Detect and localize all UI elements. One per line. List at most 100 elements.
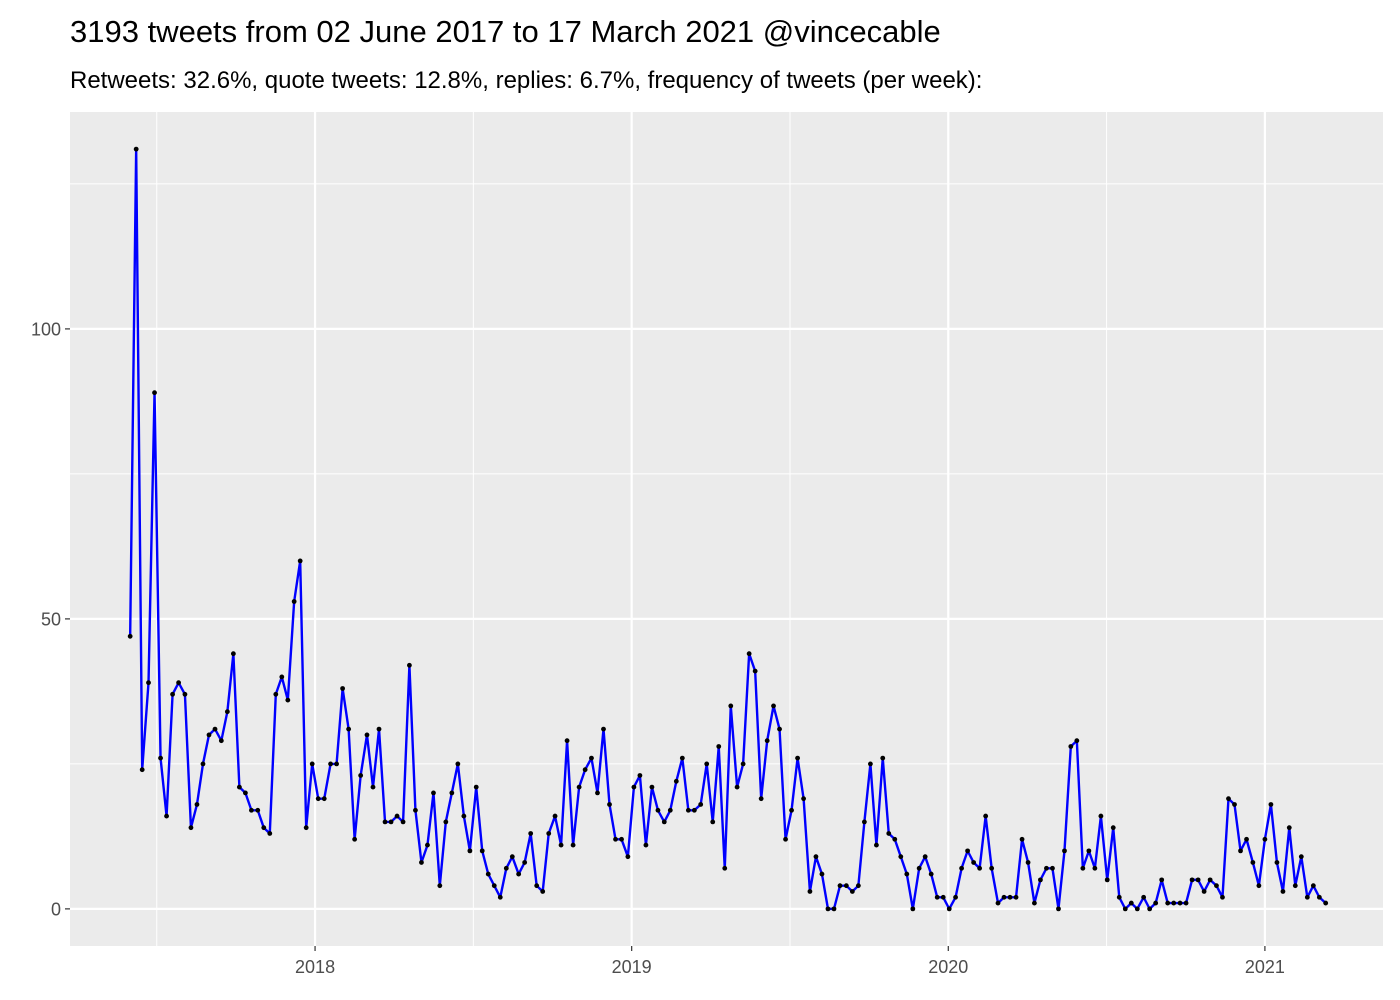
data-point xyxy=(1056,906,1061,912)
data-point xyxy=(704,761,710,767)
data-point xyxy=(1116,894,1122,900)
data-point xyxy=(170,691,175,697)
data-point xyxy=(133,146,139,152)
data-point xyxy=(685,807,691,813)
data-point xyxy=(1195,877,1201,883)
data-point xyxy=(819,871,825,877)
data-point xyxy=(1316,894,1322,900)
data-point xyxy=(491,883,497,889)
data-point xyxy=(625,854,631,860)
data-point xyxy=(661,819,667,825)
data-point xyxy=(152,390,157,396)
data-point xyxy=(1286,825,1292,831)
data-point xyxy=(922,854,928,860)
data-point xyxy=(928,871,934,877)
data-point xyxy=(783,836,788,842)
data-point xyxy=(413,807,418,813)
data-point xyxy=(643,842,649,848)
data-point xyxy=(1262,836,1268,842)
data-point xyxy=(328,761,333,767)
data-point xyxy=(655,807,661,813)
data-point xyxy=(959,865,964,871)
data-point xyxy=(940,894,946,900)
data-point xyxy=(261,825,267,831)
data-point xyxy=(746,651,752,657)
data-point xyxy=(892,836,898,842)
data-point xyxy=(1159,877,1165,883)
data-point xyxy=(540,889,546,894)
data-point xyxy=(176,680,181,686)
data-point xyxy=(570,842,576,848)
data-point xyxy=(534,883,540,889)
data-point xyxy=(340,686,346,691)
data-point xyxy=(255,807,261,813)
data-point xyxy=(358,773,364,778)
data-point xyxy=(855,883,861,889)
data-point xyxy=(315,796,321,802)
data-point xyxy=(1220,894,1225,900)
data-point xyxy=(758,796,764,802)
data-point xyxy=(831,906,837,912)
data-point xyxy=(1032,900,1037,906)
data-point xyxy=(243,790,248,796)
data-point xyxy=(946,906,952,912)
data-point xyxy=(455,761,461,767)
data-point xyxy=(1214,883,1219,889)
data-point xyxy=(1207,877,1213,883)
data-point xyxy=(164,813,169,819)
data-point xyxy=(1244,836,1249,842)
data-point xyxy=(619,836,624,842)
data-point xyxy=(443,819,449,825)
data-point xyxy=(1250,860,1256,865)
data-point xyxy=(473,784,479,790)
data-point xyxy=(528,831,534,836)
data-point xyxy=(1201,889,1207,894)
data-point xyxy=(1086,848,1092,854)
data-point xyxy=(1232,802,1237,807)
data-point xyxy=(679,755,685,761)
data-point xyxy=(127,633,133,639)
data-point xyxy=(479,848,485,854)
data-point xyxy=(910,906,916,912)
data-point xyxy=(273,691,279,697)
data-point xyxy=(279,674,285,680)
data-point xyxy=(212,726,218,732)
data-point xyxy=(461,813,467,819)
data-point xyxy=(607,802,612,807)
data-point xyxy=(497,894,503,900)
data-point xyxy=(691,807,697,813)
data-point xyxy=(1310,883,1316,889)
data-point xyxy=(1098,813,1104,819)
data-point xyxy=(194,802,200,807)
data-point xyxy=(546,831,552,836)
data-point xyxy=(291,599,297,604)
data-point xyxy=(1068,744,1074,749)
data-point xyxy=(1323,900,1329,906)
data-point xyxy=(419,860,424,865)
data-point xyxy=(249,807,254,813)
data-point xyxy=(813,854,819,860)
data-point xyxy=(297,558,303,564)
data-point xyxy=(1274,860,1280,865)
data-point xyxy=(589,755,594,761)
data-point xyxy=(558,842,564,848)
data-point xyxy=(449,790,455,796)
data-point xyxy=(321,796,327,802)
data-point xyxy=(285,697,291,703)
data-point xyxy=(1038,877,1043,883)
data-point xyxy=(236,784,242,790)
data-point xyxy=(734,784,740,790)
data-point xyxy=(376,726,382,732)
data-point xyxy=(1122,906,1128,912)
data-point xyxy=(334,761,339,767)
data-point xyxy=(230,651,236,657)
data-point xyxy=(522,860,528,865)
data-point xyxy=(1304,894,1310,900)
data-point xyxy=(934,894,940,900)
data-point xyxy=(552,813,558,819)
x-tick-label: 2018 xyxy=(295,957,335,977)
data-point xyxy=(771,703,776,709)
data-point xyxy=(1171,900,1177,906)
data-point xyxy=(801,796,806,802)
data-point xyxy=(752,668,758,674)
